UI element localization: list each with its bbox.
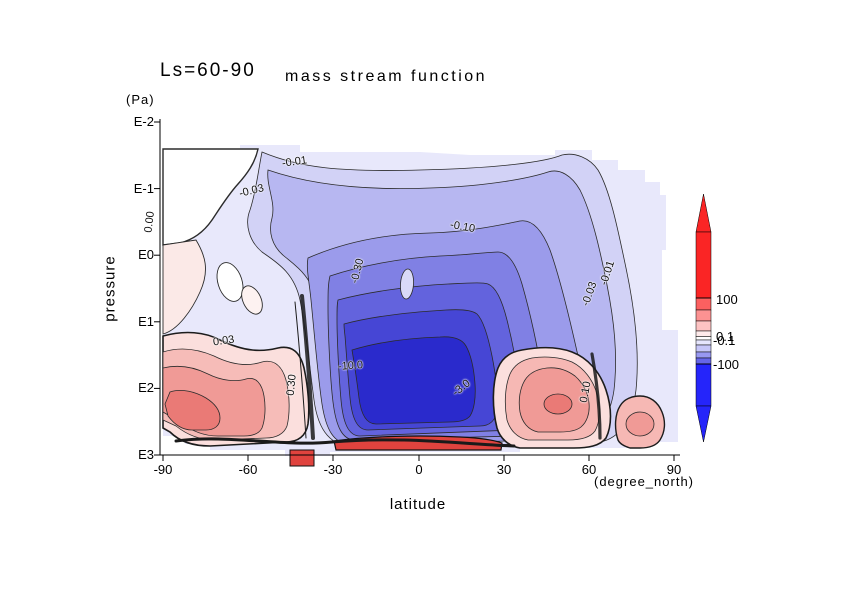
y-tick-E3: E3 <box>138 447 154 462</box>
x-axis-units: (degree_north) <box>594 474 694 489</box>
x-tick-60: 60 <box>581 462 597 477</box>
y-tick-E-2: E-2 <box>133 114 154 129</box>
contour-label-0.30: 0.30 <box>284 373 299 397</box>
np-cell-inner <box>625 411 655 437</box>
x-tick-0: 0 <box>415 462 423 477</box>
colorbar-up-arrow <box>695 193 712 233</box>
bundle-right-wall <box>590 352 602 440</box>
x-tick--30: -30 <box>323 462 343 477</box>
shade--10p0 <box>351 336 476 425</box>
colorbar-label-pos-inner: 0.1 <box>716 329 735 344</box>
y-tick-E0: E0 <box>138 247 154 262</box>
sw-cell-core <box>164 390 221 431</box>
colorbar-down-arrow <box>695 405 712 443</box>
zero-loop-2 <box>241 285 263 315</box>
y-tick-E1: E1 <box>138 314 154 329</box>
y-axis-ticks <box>154 121 160 456</box>
colorbar-label-min: -100 <box>713 357 740 372</box>
bundle-bottom <box>174 437 516 448</box>
positive-cells <box>162 331 666 451</box>
colorbar-label-max: 100 <box>716 292 738 307</box>
positive-strip-left <box>162 239 206 335</box>
x-axis-ticks <box>162 455 675 461</box>
colorbar <box>695 193 712 443</box>
nml-cell-core <box>543 393 573 415</box>
x-axis-label: latitude <box>389 496 447 513</box>
bundle-left-wall <box>300 294 315 440</box>
plot-title: mass stream function <box>285 68 488 85</box>
x-tick-90: 90 <box>666 462 682 477</box>
contour-bundles <box>174 294 602 448</box>
y-tick-E-1: E-1 <box>133 181 154 196</box>
x-tick--60: -60 <box>238 462 258 477</box>
x-tick-30: 30 <box>496 462 512 477</box>
y-tick-E2: E2 <box>138 380 154 395</box>
contour-fills <box>162 145 678 467</box>
zero-region-topleft <box>162 148 259 246</box>
x-tick--90: -90 <box>153 462 173 477</box>
subaxis-red-patch <box>289 449 315 467</box>
axes <box>154 119 680 461</box>
bundle-left-wall-2 <box>294 301 307 439</box>
zero-loop-1 <box>216 262 244 302</box>
closed-lens <box>400 268 414 300</box>
plot-title-prefix: Ls=60-90 <box>160 60 256 81</box>
contour-label--10.0: -10.0 <box>337 359 364 373</box>
y-axis-units: (Pa) <box>126 92 155 107</box>
colorbar-label-neg-inner: -0.1 <box>713 333 736 348</box>
